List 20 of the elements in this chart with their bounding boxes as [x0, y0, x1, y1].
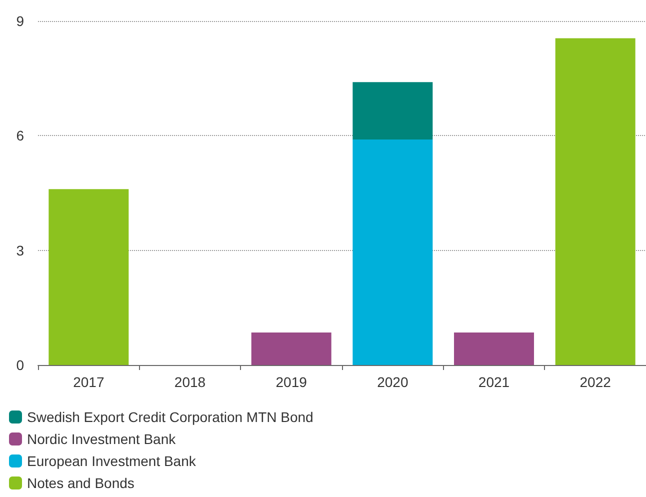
y-tick-label: 0: [16, 357, 24, 373]
x-tick-label: 2022: [580, 374, 612, 390]
y-tick-label: 9: [16, 13, 24, 29]
bar: [454, 332, 534, 365]
bar: [352, 82, 433, 140]
bar: [555, 38, 636, 365]
x-tick-label: 2017: [73, 374, 104, 390]
legend-label: Nordic Investment Bank: [27, 431, 177, 447]
y-tick-label: 3: [16, 242, 24, 258]
bar: [251, 332, 332, 365]
y-tick-label: 6: [16, 128, 24, 144]
legend-label: European Investment Bank: [27, 453, 197, 469]
x-tick-label: 2019: [276, 374, 308, 390]
x-tick-label: 2018: [174, 374, 206, 390]
legend-label: Swedish Export Credit Corporation MTN Bond: [27, 409, 314, 425]
x-tick-label: 2021: [478, 374, 510, 390]
bar: [48, 189, 129, 365]
bar: [352, 139, 433, 365]
x-tick-label: 2020: [377, 374, 408, 390]
legend-label: Notes and Bonds: [27, 475, 134, 491]
